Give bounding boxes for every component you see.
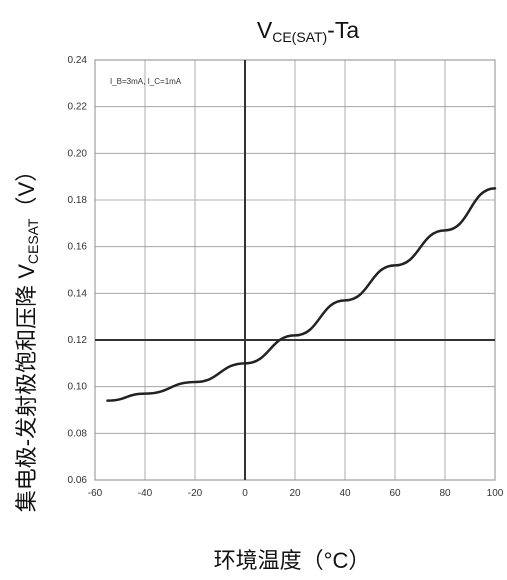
- test-condition-annotation: I_B=3mA, I_C=1mA: [110, 77, 182, 86]
- y-axis-label-subscript: CESAT: [25, 218, 41, 264]
- y-axis-label: 集电极-发射极饱和压降 VCESAT（V）: [14, 160, 41, 512]
- y-tick-label: 0.18: [68, 195, 88, 206]
- y-tick-label: 0.10: [68, 382, 88, 393]
- y-tick-label: 0.12: [68, 335, 88, 346]
- x-tick-label: -20: [188, 488, 203, 499]
- chart-title-subscript: CE(SAT): [272, 29, 327, 45]
- series-line: [106, 187, 497, 402]
- y-tick-label: 0.14: [68, 288, 88, 299]
- x-tick-label: 0: [242, 488, 248, 499]
- y-tick-label: 0.20: [68, 148, 88, 159]
- reference-layer: [95, 60, 495, 480]
- y-tick-label: 0.22: [68, 102, 88, 113]
- series-layer: [106, 187, 497, 402]
- y-tick-label: 0.08: [68, 428, 88, 439]
- x-tick-label: 20: [289, 488, 301, 499]
- chart-title-main: V: [257, 17, 273, 43]
- y-tick-label: 0.24: [68, 55, 88, 66]
- x-tick-label: 60: [389, 488, 401, 499]
- y-axis-label-main: 集电极-发射极饱和压降 V: [14, 264, 39, 512]
- grid-layer: [94, 59, 496, 481]
- y-tick-label: 0.06: [68, 475, 88, 486]
- x-tick-label: 80: [439, 488, 451, 499]
- y-tick-label: 0.16: [68, 242, 88, 253]
- chart-title: VCE(SAT)-Ta: [257, 17, 359, 45]
- x-tick-label: -60: [88, 488, 103, 499]
- x-axis-label: 环境温度（°C）: [214, 548, 371, 573]
- x-tick-label: 100: [487, 488, 504, 499]
- chart-title-suffix: -Ta: [327, 17, 359, 43]
- tick-layer: -60 -40 -20 0 20 40 60 80 100 0.06 0.08 0.10 0.12 0.1…: [68, 55, 504, 499]
- x-tick-label: 40: [339, 488, 351, 499]
- x-tick-label: -40: [138, 488, 153, 499]
- plot-area: -60 -40 -20 0 20 40 60 80 100 0.06 0.08 0.10 0.12 0.1…: [68, 55, 504, 499]
- y-axis-label-suffix: （V）: [14, 160, 39, 219]
